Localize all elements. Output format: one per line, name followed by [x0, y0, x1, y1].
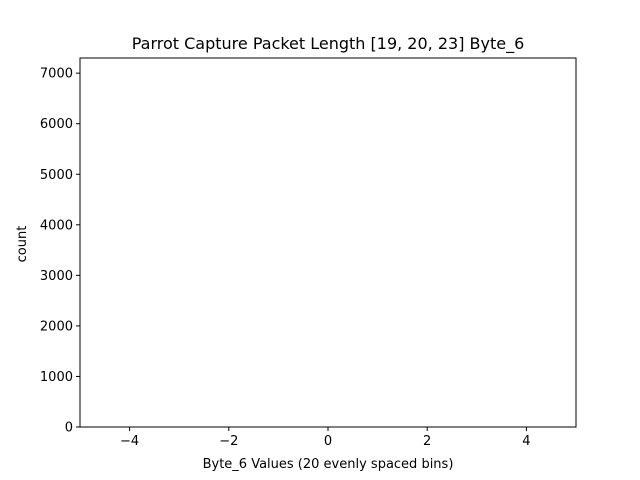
x-tick-label: 4	[522, 434, 530, 449]
chart-title: Parrot Capture Packet Length [19, 20, 23…	[132, 34, 525, 54]
x-tick-label: −4	[120, 434, 139, 449]
x-axis-label: Byte_6 Values (20 evenly spaced bins)	[203, 457, 454, 472]
y-tick-label: 1000	[40, 370, 73, 385]
y-tick-label: 3000	[40, 269, 73, 284]
y-axis-ticks: 0 1000 2000 3000 4000 5000 6000 7000	[40, 67, 80, 436]
x-tick-label: 0	[324, 434, 332, 449]
y-axis-label: count	[15, 226, 30, 263]
y-tick-label: 5000	[40, 168, 73, 183]
y-tick-label: 7000	[40, 67, 73, 82]
plot-area-frame	[79, 57, 577, 428]
y-tick-label: 4000	[40, 218, 73, 233]
x-axis-ticks: −4 −2 0 2 4	[120, 427, 531, 449]
x-tick-label: 2	[423, 434, 431, 449]
y-tick-label: 0	[65, 421, 73, 436]
y-tick-label: 6000	[40, 117, 73, 132]
y-tick-label: 2000	[40, 319, 73, 334]
x-tick-label: −2	[219, 434, 238, 449]
